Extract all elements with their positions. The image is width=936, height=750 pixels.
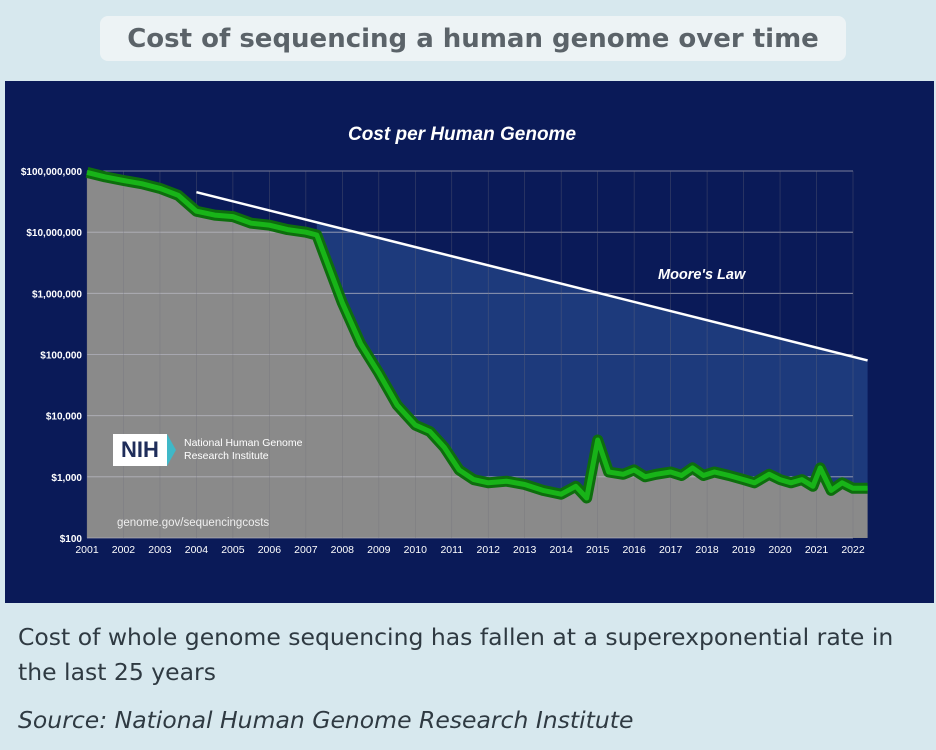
- x-tick-label: 2012: [477, 544, 501, 556]
- chart-title: Cost per Human Genome: [348, 124, 576, 145]
- nih-chevron-icon: [167, 434, 176, 466]
- page-title: Cost of sequencing a human genome over t…: [100, 16, 846, 61]
- source-credit: Source: National Human Genome Research I…: [18, 706, 634, 734]
- chart-panel: Cost per Human Genome Moore's Law $100 $1…: [5, 81, 934, 603]
- x-tick-label: 2004: [185, 544, 209, 556]
- nih-org-name: National Human Genome Research Institute: [184, 437, 344, 463]
- x-tick-label: 2007: [294, 544, 318, 556]
- x-tick-label: 2018: [695, 544, 719, 556]
- x-tick-label: 2014: [550, 544, 574, 556]
- chart: Cost per Human Genome Moore's Law $100 $1…: [21, 124, 868, 556]
- y-tick-label: $10,000: [46, 412, 83, 423]
- x-tick-label: 2022: [841, 544, 865, 556]
- x-tick-label: 2005: [221, 544, 245, 556]
- gap-area: [316, 222, 868, 498]
- cost-area: [87, 172, 868, 538]
- x-tick-label: 2003: [148, 544, 172, 556]
- x-tick-label: 2013: [513, 544, 537, 556]
- caption: Cost of whole genome sequencing has fall…: [18, 623, 894, 686]
- x-tick-label: 2016: [622, 544, 646, 556]
- y-tick-label: $100,000: [40, 351, 82, 362]
- x-tick-label: 2015: [586, 544, 610, 556]
- x-tick-label: 2006: [258, 544, 282, 556]
- x-tick-label: 2002: [112, 544, 136, 556]
- y-tick-label: $10,000,000: [26, 228, 82, 239]
- x-tick-label: 2009: [367, 544, 391, 556]
- x-tick-label: 2019: [732, 544, 756, 556]
- x-tick-label: 2011: [440, 544, 463, 556]
- nih-org-line2: Research Institute: [184, 450, 269, 462]
- x-tick-label: 2001: [75, 544, 99, 556]
- x-tick-label: 2008: [331, 544, 355, 556]
- y-tick-label: $100: [60, 534, 83, 545]
- y-tick-label: $1,000: [51, 473, 82, 484]
- y-tick-label: $100,000,000: [21, 167, 83, 178]
- x-tick-label: 2020: [768, 544, 792, 556]
- moore-law-label: Moore's Law: [658, 267, 747, 283]
- nih-badge: NIH: [113, 434, 167, 466]
- source-url: genome.gov/sequencingcosts: [117, 517, 270, 529]
- x-tick-label: 2010: [404, 544, 428, 556]
- x-tick-label: 2021: [805, 544, 829, 556]
- y-tick-label: $1,000,000: [32, 289, 82, 300]
- nih-org-line1: National Human Genome: [184, 437, 303, 449]
- x-tick-label: 2017: [659, 544, 683, 556]
- cost-line: [86, 169, 868, 501]
- nih-logo: NIH National Human Genome Research Insti…: [113, 434, 344, 466]
- moore-law-line: [196, 190, 868, 362]
